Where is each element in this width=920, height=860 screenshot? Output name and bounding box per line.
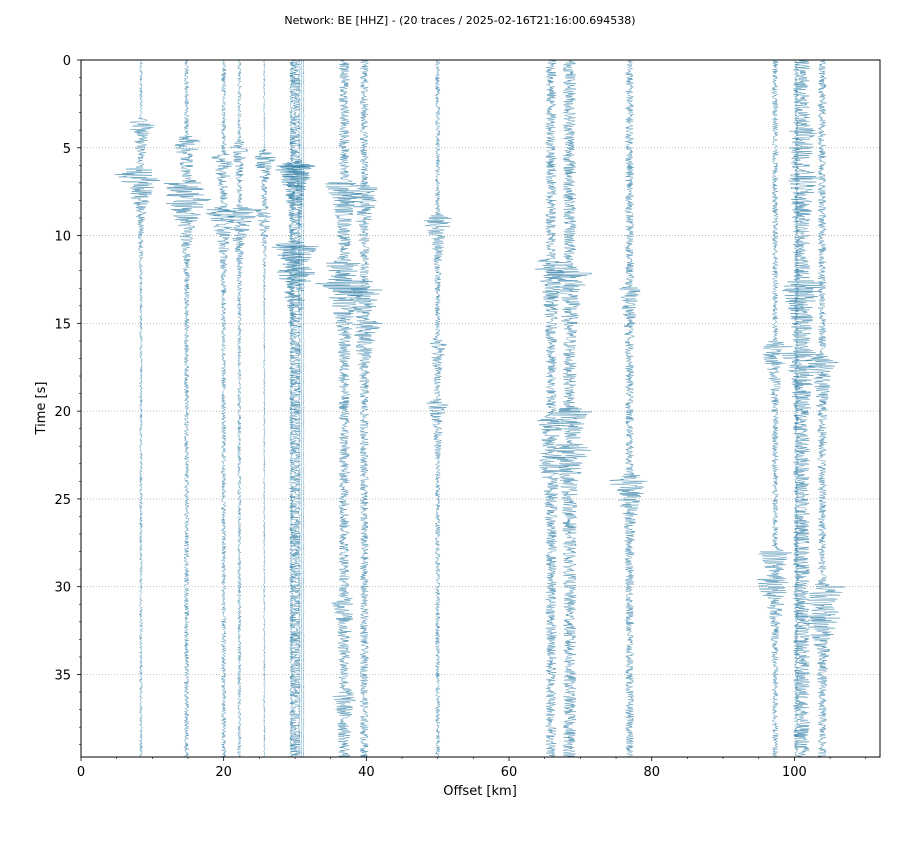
seismic-trace [254, 60, 276, 757]
trace-group [114, 60, 846, 757]
x-tick-label: 80 [643, 765, 660, 780]
seismic-trace [609, 60, 648, 757]
y-tick-label: 25 [54, 493, 71, 508]
x-tick-label: 100 [782, 765, 807, 780]
seismic-trace [164, 60, 212, 757]
plot-frame [80, 59, 881, 758]
y-tick-label: 0 [63, 54, 71, 69]
seismic-trace [114, 60, 161, 757]
y-axis-ticks: 0 5 10 15 20 25 30 35 [54, 54, 81, 746]
seismic-trace [271, 60, 319, 757]
x-tick-label: 60 [501, 765, 518, 780]
seismic-trace [300, 60, 303, 757]
x-tick-label: 0 [77, 765, 85, 780]
seismic-trace [781, 60, 824, 757]
seismic-trace [423, 60, 452, 757]
y-tick-label: 20 [54, 405, 71, 420]
seismic-trace [344, 60, 383, 757]
grid-lines [81, 147, 880, 675]
y-tick-label: 35 [54, 668, 71, 683]
seismic-trace [288, 60, 314, 757]
seismic-trace [302, 60, 305, 757]
seismic-trace [545, 60, 592, 757]
x-tick-label: 20 [215, 765, 232, 780]
y-axis-label: Time [s] [34, 382, 49, 436]
seismic-trace [756, 60, 793, 757]
y-tick-label: 30 [54, 581, 71, 596]
x-axis-label: Offset [km] [443, 784, 517, 799]
seismic-trace [535, 60, 569, 757]
y-tick-label: 10 [54, 230, 71, 245]
seismic-trace [801, 60, 846, 757]
seismic-trace [205, 60, 235, 757]
seismic-trace [793, 60, 800, 757]
x-tick-label: 40 [358, 765, 375, 780]
seismic-trace [315, 60, 373, 757]
x-axis-ticks: 0 20 40 60 80 100 [77, 757, 867, 780]
chart-title: Network: BE [HHZ] - (20 traces / 2025-02… [284, 14, 635, 27]
y-tick-label: 5 [63, 142, 71, 157]
y-tick-label: 15 [54, 317, 71, 332]
seismic-trace [221, 60, 262, 757]
